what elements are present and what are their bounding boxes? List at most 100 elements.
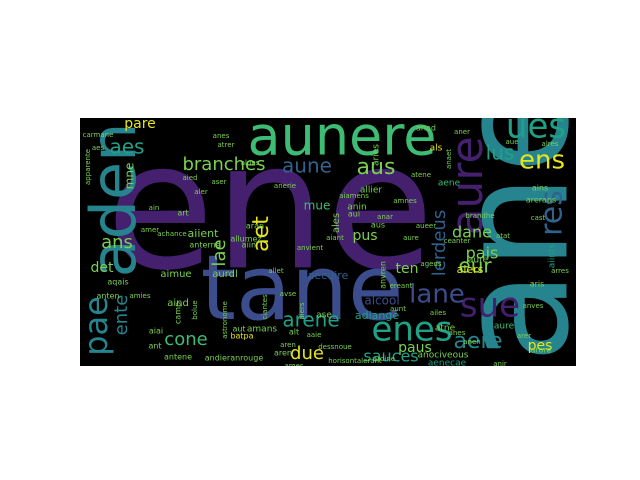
- word-aunere: aunere: [248, 118, 437, 168]
- word-arres: arres: [551, 267, 569, 275]
- word-alt: alt: [289, 328, 299, 337]
- word-allumez: allumez: [230, 235, 261, 244]
- word-aries: aries: [372, 144, 382, 166]
- word-amans: amans: [247, 325, 278, 335]
- word-mue: mue: [304, 199, 331, 213]
- word-aren: aren: [274, 349, 292, 358]
- word-aue: aue: [505, 138, 518, 146]
- word-ereant: ereant: [390, 282, 413, 290]
- word-carmane: carmane: [83, 131, 114, 139]
- word-aiamens: aiamens: [339, 192, 369, 200]
- word-aes: aes: [110, 135, 145, 159]
- word-allet: allet: [268, 267, 283, 275]
- word-enes: enes: [371, 310, 452, 350]
- word-pus: pus: [352, 228, 377, 244]
- word-arerans: arerans: [526, 196, 556, 205]
- word-aune: aune: [282, 154, 332, 178]
- word-anociveous: anociveous: [418, 351, 469, 361]
- word-arer: arer: [517, 332, 531, 340]
- word-ane: ane: [426, 118, 577, 364]
- word-anad: anad: [416, 124, 436, 133]
- word-dane: dane: [452, 223, 492, 242]
- word-ain: ain: [149, 204, 160, 212]
- word-aler: aler: [194, 188, 208, 196]
- word-cone: cone: [164, 329, 207, 350]
- word-aure: aure: [468, 256, 489, 266]
- word-aure: aure: [494, 322, 515, 332]
- word-aus: aus: [357, 155, 396, 180]
- word-art: art: [177, 209, 188, 218]
- word-aene: aene: [438, 179, 461, 189]
- word-arore: arore: [531, 346, 552, 355]
- word-aure: aure: [403, 234, 419, 242]
- word-ans: ans: [101, 232, 133, 253]
- word-apparente: apparente: [84, 149, 92, 185]
- word-anin: anin: [347, 203, 366, 213]
- word-eur: eur: [458, 254, 492, 278]
- word-sue: sue: [460, 286, 520, 326]
- word-achance: achance: [157, 230, 186, 238]
- word-ains: ains: [532, 184, 548, 193]
- word-aut: aut: [232, 325, 245, 334]
- word-ales: ales: [331, 213, 342, 233]
- word-aris: aris: [530, 280, 545, 289]
- word-lae: lae: [209, 239, 230, 266]
- word-lus: lus: [486, 141, 515, 165]
- word-aiai: aiai: [149, 327, 163, 336]
- word-aus: aus: [371, 221, 385, 230]
- word-aurdl: aurdl: [212, 269, 238, 280]
- word-alcool: alcool: [364, 294, 399, 308]
- word-aden: aden: [80, 123, 150, 278]
- word-ciantes: ciantes: [261, 294, 269, 320]
- word-alres: alres: [542, 140, 559, 148]
- word-aqais: aqais: [107, 278, 128, 287]
- word-adiange: adiange: [355, 309, 399, 322]
- word-det: det: [91, 260, 115, 276]
- word-batpa: batpa: [230, 332, 253, 341]
- word-ten: ten: [396, 261, 419, 277]
- word-pare: pare: [124, 118, 156, 132]
- word-anterne: anterne: [189, 241, 220, 250]
- word-atne: atne: [435, 324, 456, 334]
- word-branches: branches: [182, 154, 265, 175]
- word-aaie: aaie: [307, 331, 322, 339]
- word-aenecae: aenecae: [428, 359, 467, 367]
- word-ene: ene: [106, 118, 434, 309]
- word-aiints: aiints: [548, 243, 558, 268]
- word-ente: ente: [111, 295, 132, 336]
- word-pae: pae: [80, 296, 115, 356]
- word-dessnoue: dessnoue: [318, 343, 352, 351]
- word-amer: amer: [141, 226, 159, 234]
- word-aiini: aiini: [242, 241, 259, 250]
- word-aner: aner: [454, 128, 470, 136]
- word-ens: ens: [519, 146, 565, 176]
- word-ageds: ageds: [420, 260, 441, 268]
- word-anerie: anerie: [274, 182, 296, 190]
- word-antene: antene: [164, 353, 192, 362]
- word-aiers: aiers: [298, 302, 306, 319]
- word-anvren: anvren: [379, 261, 388, 289]
- word-anten: anten: [96, 292, 119, 301]
- word-anves: anves: [523, 302, 544, 310]
- word-pais: pais: [466, 244, 499, 263]
- word-avse: avse: [280, 290, 296, 298]
- word-aiant: aiant: [326, 234, 344, 242]
- word-ceanter: ceanter: [444, 237, 471, 245]
- word-lerdeus: lerdeus: [429, 210, 450, 276]
- word-anes: anes: [213, 132, 230, 140]
- word-aure: aure: [442, 136, 493, 235]
- word-horisontalerant: horisontalerant: [328, 357, 382, 365]
- word-paus: paus: [398, 340, 432, 356]
- word-aunt: aunt: [390, 305, 406, 313]
- word-cloud-svg: eneanetaneaunereadenaureuesensaesbranche…: [80, 118, 576, 366]
- word-aind: aind: [167, 298, 189, 309]
- word-pes: pes: [528, 338, 553, 354]
- word-anen: anen: [463, 338, 480, 346]
- word-aet: aet: [249, 216, 274, 252]
- word-bolue: bolue: [191, 300, 199, 319]
- word-camp: camp: [174, 302, 183, 324]
- word-andieranrouge: andieranrouge: [205, 354, 264, 363]
- word-amnes: amnes: [393, 197, 417, 205]
- word-aui: aui: [348, 210, 360, 219]
- word-atrer: atrer: [218, 141, 235, 149]
